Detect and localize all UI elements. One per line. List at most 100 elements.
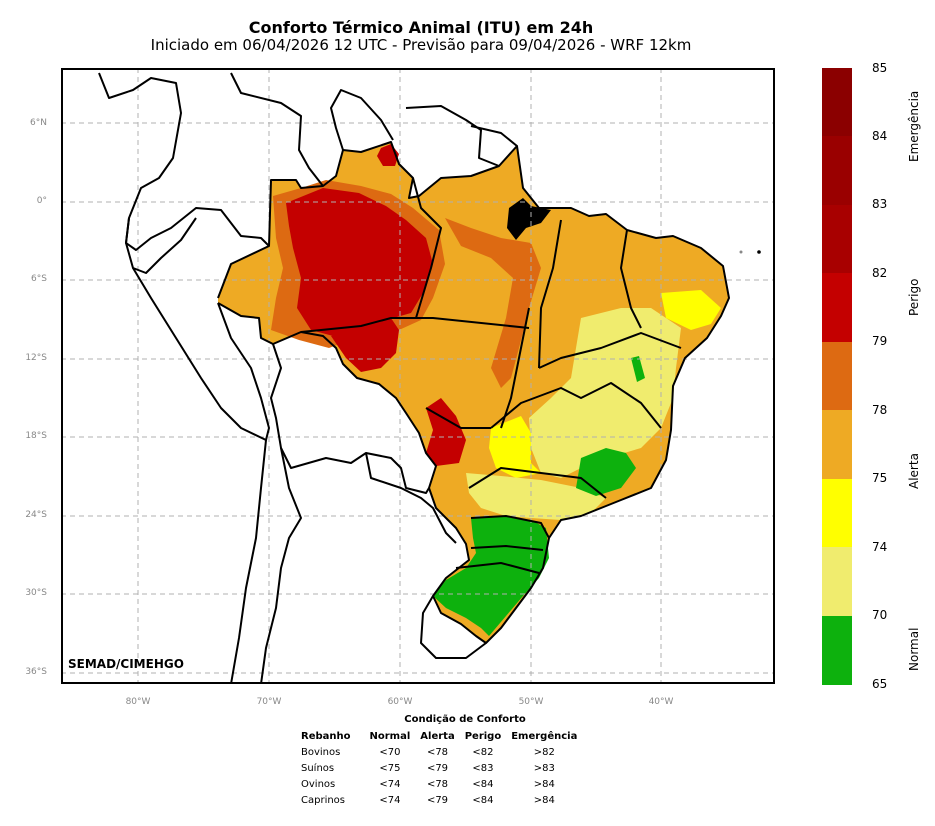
ecuador-border [125, 217, 197, 274]
region-alerta-high-north [445, 218, 541, 388]
comfort-table: Rebanho Normal Alerta Perigo Emergência … [298, 728, 582, 808]
colorbar-tick: 84 [872, 129, 888, 143]
colorbar-segment [822, 615, 852, 685]
cell: <84 [472, 794, 494, 806]
header-alerta: Alerta [420, 730, 455, 742]
colorbar-tick: 83 [872, 197, 888, 211]
lon-tick-label: 40°W [648, 697, 674, 707]
header-normal: Normal [369, 730, 411, 742]
cell: <78 [426, 746, 449, 758]
colorbar-category-emergencia: Emergência [907, 90, 921, 162]
comfort-table-header: Rebanho Normal Alerta Perigo Emergência [298, 728, 582, 744]
state-line-rs [455, 562, 540, 574]
colorbar [822, 68, 852, 685]
header-rebanho: Rebanho [301, 730, 351, 742]
colorbar-category-alerta: Alerta [907, 453, 921, 489]
colorbar-tick: 74 [872, 540, 888, 554]
lat-tick-label: 36°S [25, 667, 47, 677]
colorbar-tick: 65 [872, 677, 888, 691]
state-line-pi-ce [620, 229, 642, 329]
region-perigo-core [286, 188, 433, 336]
cell: <83 [472, 762, 494, 774]
fguiana-border [470, 125, 518, 147]
region-yellow-ne [661, 290, 721, 330]
colorbar-tick: 70 [872, 608, 888, 622]
region-yellow-band [489, 416, 541, 478]
lon-tick-label: 60°W [387, 697, 413, 707]
lon-tick-label: 70°W [256, 697, 282, 707]
cell: Suínos [301, 762, 335, 774]
colorbar-tick: 85 [872, 61, 888, 75]
chile-border [230, 439, 267, 684]
paraguay-border [365, 452, 457, 544]
lat-tick-label: 6°S [31, 274, 47, 284]
bolivia-border [270, 343, 430, 494]
state-line-go-mg [490, 382, 662, 429]
cell: Ovinos [301, 778, 336, 790]
guiana-border [330, 89, 394, 151]
cell: Caprinos [301, 794, 346, 806]
colorbar-segment [822, 410, 852, 480]
suriname-border [405, 105, 500, 167]
peru-border [132, 267, 270, 441]
itu-field [218, 142, 729, 643]
state-line-ms-mt [425, 407, 491, 429]
comfort-table-title: Condição de Conforto [404, 714, 526, 725]
cell: >83 [533, 762, 555, 774]
table-row: Caprinos <74 <79 <84 >84 [298, 792, 582, 808]
lat-tick-label: 12°S [25, 353, 47, 363]
colorbar-tick: 82 [872, 266, 888, 280]
colorbar-segment [822, 547, 852, 617]
credit-label: SEMAD/CIMEHGO [68, 657, 184, 671]
header-perigo: Perigo [464, 730, 502, 742]
region-normal-south [433, 516, 549, 636]
lon-tick-label: 80°W [125, 697, 151, 707]
cell: >82 [533, 746, 555, 758]
cell: <79 [426, 794, 449, 806]
region-normal-se [576, 448, 636, 496]
cell: <82 [472, 746, 494, 758]
colorbar-segment [822, 478, 852, 548]
colorbar-segment [822, 204, 852, 274]
colorbar-category-normal: Normal [907, 627, 921, 671]
cell: >84 [533, 778, 555, 790]
gridlines [61, 68, 775, 684]
cell: <74 [379, 778, 401, 790]
cell: <78 [426, 778, 449, 790]
state-line-to [500, 307, 530, 429]
region-light-yellow-ne [529, 308, 681, 478]
lon-tick-label: 50°W [518, 697, 544, 707]
state-line-sc [470, 545, 544, 551]
region-perigo-ms [426, 398, 466, 466]
colorbar-category-perigo: Perigo [907, 278, 921, 316]
lat-tick-label: 30°S [25, 588, 47, 598]
cell: <79 [426, 762, 449, 774]
lat-tick-label: 0° [36, 196, 47, 206]
colorbar-tick: 79 [872, 334, 888, 348]
cell: <75 [379, 762, 401, 774]
cell: <70 [379, 746, 401, 758]
uruguay-border [420, 595, 487, 659]
table-row: Ovinos <74 <78 <84 >84 [298, 776, 582, 792]
region-normal-ba [631, 356, 645, 382]
table-row: Suínos <75 <79 <83 >83 [298, 760, 582, 776]
map-frame [61, 68, 775, 684]
cell: Bovinos [301, 746, 341, 758]
state-line-am-pa [412, 177, 442, 319]
region-light-yellow-south [466, 473, 606, 520]
colorbar-tick: 75 [872, 471, 888, 485]
colorbar-segment [822, 68, 852, 137]
state-line-pr [470, 515, 550, 539]
island-marker [739, 250, 743, 254]
argentina-border [260, 447, 302, 684]
state-line-sp [468, 467, 607, 499]
header-emergencia: Emergência [511, 730, 578, 742]
colorbar-segment [822, 273, 852, 343]
cell: <84 [472, 778, 494, 790]
colorbar-tick: 78 [872, 403, 888, 417]
state-line-ma-pi [538, 219, 562, 369]
state-line-ba [538, 332, 682, 369]
figure-subtitle: Iniciado em 06/04/2026 12 UTC - Previsão… [150, 36, 692, 54]
cell: <74 [379, 794, 401, 806]
lat-tick-label: 24°S [25, 510, 47, 520]
